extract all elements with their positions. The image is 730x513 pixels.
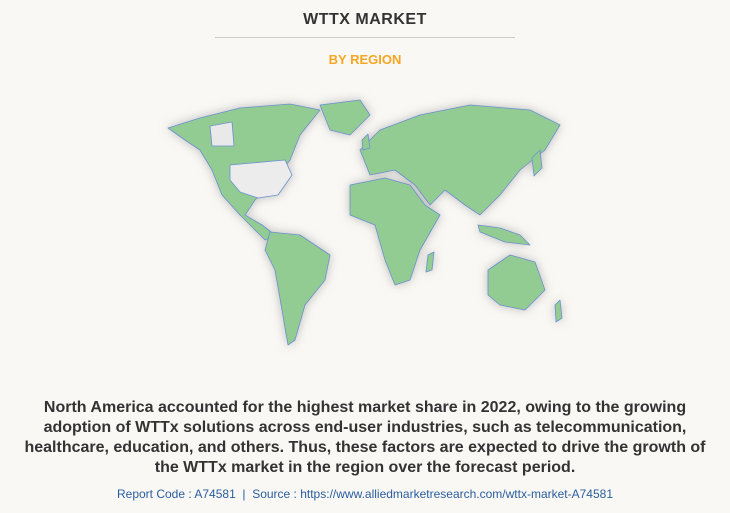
uk [361,133,371,151]
indonesia [477,224,531,246]
footer: Report Code : A74581 | Source : https://… [116,487,613,501]
title: WTTX MARKET [303,11,427,28]
world-map [167,99,563,346]
new-zealand [554,299,563,323]
eurasia [359,104,561,216]
description-line: the WTTx market in the region over the f… [154,459,576,476]
madagascar [425,251,435,273]
description-line: North America accounted for the highest … [43,399,687,416]
greenland [319,99,371,136]
canada-north [209,121,235,147]
japan [531,149,543,177]
description-line: adoption of WTTx solutions across end-us… [43,419,687,436]
south-america [264,231,331,346]
description-line: healthcare, education, and others. Thus,… [24,439,706,456]
usa [229,159,293,199]
africa [349,177,441,286]
description: North America accounted for the highest … [20,398,710,478]
divider [215,37,515,38]
australia [487,254,546,311]
subtitle: BY REGION [328,52,402,67]
